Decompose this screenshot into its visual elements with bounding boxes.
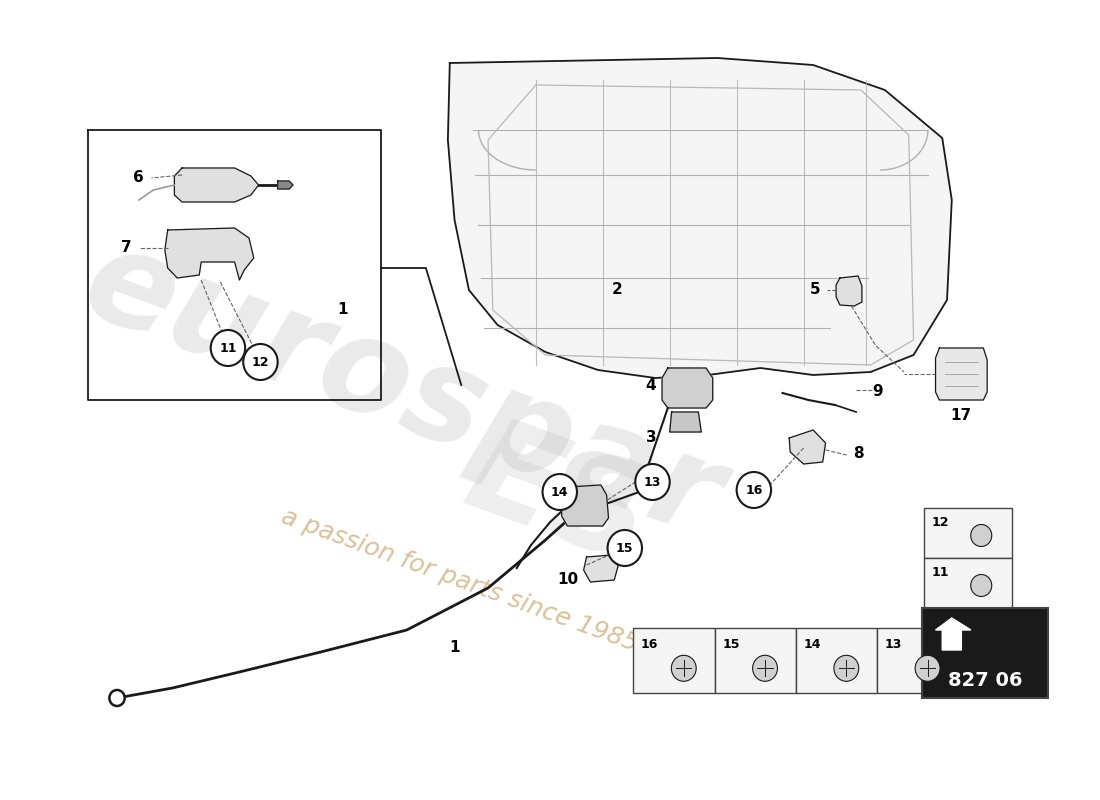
Circle shape <box>109 690 124 706</box>
Circle shape <box>671 655 696 682</box>
Text: 827 06: 827 06 <box>948 670 1023 690</box>
Text: 1: 1 <box>449 641 460 655</box>
Text: 12: 12 <box>252 355 270 369</box>
Circle shape <box>243 344 277 380</box>
Circle shape <box>915 655 940 682</box>
Text: 2: 2 <box>612 282 623 298</box>
Circle shape <box>607 530 642 566</box>
Circle shape <box>970 574 992 597</box>
Text: 16: 16 <box>745 483 762 497</box>
Polygon shape <box>670 412 702 432</box>
Bar <box>715 628 796 693</box>
Text: 12: 12 <box>932 516 949 529</box>
Polygon shape <box>277 181 293 189</box>
Text: 16: 16 <box>641 638 659 651</box>
Polygon shape <box>175 168 258 202</box>
Polygon shape <box>935 348 987 400</box>
Circle shape <box>636 464 670 500</box>
Text: 11: 11 <box>932 566 949 579</box>
Text: 11: 11 <box>219 342 236 354</box>
Polygon shape <box>562 485 608 526</box>
Polygon shape <box>584 555 618 582</box>
Circle shape <box>970 525 992 546</box>
Bar <box>796 628 877 693</box>
Text: 13: 13 <box>644 475 661 489</box>
Text: a passion for parts since 1985: a passion for parts since 1985 <box>278 504 641 656</box>
Text: 1: 1 <box>338 302 348 318</box>
Text: ES: ES <box>450 409 668 591</box>
Circle shape <box>737 472 771 508</box>
Bar <box>924 558 1012 608</box>
Text: 13: 13 <box>884 638 902 651</box>
Circle shape <box>752 655 778 682</box>
Text: 9: 9 <box>872 385 883 399</box>
Polygon shape <box>935 618 971 650</box>
Bar <box>922 608 1048 698</box>
Polygon shape <box>662 368 713 408</box>
Polygon shape <box>836 276 862 306</box>
Bar <box>634 628 715 693</box>
Text: 7: 7 <box>121 241 131 255</box>
Text: 3: 3 <box>646 430 657 446</box>
Text: 8: 8 <box>854 446 864 461</box>
Text: 10: 10 <box>558 573 579 587</box>
Text: 4: 4 <box>646 378 657 393</box>
Text: 15: 15 <box>723 638 740 651</box>
Text: 6: 6 <box>133 170 144 185</box>
Polygon shape <box>165 228 254 280</box>
Text: 15: 15 <box>616 542 634 554</box>
Text: 14: 14 <box>804 638 821 651</box>
Polygon shape <box>448 58 952 378</box>
Bar <box>877 628 958 693</box>
Circle shape <box>542 474 578 510</box>
Text: 17: 17 <box>950 408 972 423</box>
Circle shape <box>211 330 245 366</box>
Text: eurospar: eurospar <box>67 216 737 564</box>
Text: 14: 14 <box>551 486 569 498</box>
Polygon shape <box>789 430 826 464</box>
Text: 5: 5 <box>811 282 821 298</box>
Circle shape <box>834 655 859 682</box>
Bar <box>924 508 1012 558</box>
